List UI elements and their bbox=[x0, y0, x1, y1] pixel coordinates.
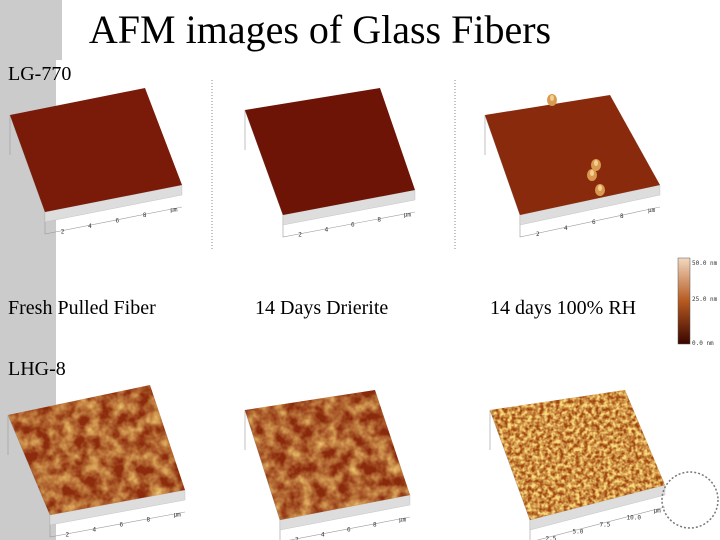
axis-tick-label: 6 bbox=[120, 522, 124, 529]
surface-side bbox=[49, 489, 186, 526]
axis-tick-label: 6 bbox=[347, 527, 351, 534]
axis-tick-label: 8 bbox=[147, 517, 151, 524]
axis-tick-label: 2 bbox=[61, 228, 65, 235]
axis-tick-label: 2 bbox=[295, 537, 299, 540]
color-scale-label: 25.0 nm bbox=[692, 296, 718, 303]
afm-image: 2 4 6 8 µm bbox=[7, 385, 186, 539]
axis-tick-label: 2 bbox=[536, 231, 540, 238]
surface bbox=[10, 88, 182, 212]
axis-tick-label: 4 bbox=[93, 527, 97, 534]
axis-tick-label: µm bbox=[399, 517, 407, 524]
axis-tick-label: 4 bbox=[325, 227, 329, 234]
axis-tick-label: 6 bbox=[592, 219, 596, 226]
axis-tick-label: 4 bbox=[88, 223, 92, 230]
axis-tick-label: 4 bbox=[321, 532, 325, 539]
surface-texture bbox=[8, 385, 185, 515]
axis-tick-label: 4 bbox=[564, 225, 568, 232]
axis-tick-label: 2 bbox=[66, 532, 70, 539]
axis-tick-label: 8 bbox=[143, 212, 147, 219]
surface-side bbox=[279, 494, 411, 531]
column-label: Fresh Pulled Fiber bbox=[8, 297, 156, 319]
axis-tick-label: 7.5 bbox=[600, 522, 611, 529]
axis-tick-label: µm bbox=[174, 512, 182, 519]
axis-tick-label: µm bbox=[648, 207, 656, 214]
surface-texture bbox=[245, 390, 410, 520]
axis-tick-label: 10.0 bbox=[627, 515, 642, 522]
surface bbox=[485, 95, 660, 215]
surface bbox=[245, 88, 415, 215]
afm-image: 2 4 6 8 µm bbox=[9, 88, 183, 235]
afm-image: 2 4 6 8 µm bbox=[244, 390, 411, 540]
surface-peak-highlight bbox=[598, 185, 602, 191]
axis-tick-label: 2 bbox=[298, 232, 302, 239]
row-label: LG-770 bbox=[8, 63, 71, 85]
row-label: LHG-8 bbox=[8, 358, 66, 380]
color-scale-label: 50.0 nm bbox=[692, 260, 718, 267]
color-scale-bar bbox=[677, 257, 691, 345]
axis-tick-label: µm bbox=[654, 508, 662, 515]
afm-image: 2.5 5.0 7.5 10.0 µm bbox=[489, 390, 666, 540]
axis-tick-label: µm bbox=[170, 207, 178, 214]
color-scale-label: 0.0 nm bbox=[692, 340, 714, 347]
surface-peak-highlight bbox=[594, 160, 598, 166]
axis-tick-label: 8 bbox=[377, 217, 381, 224]
afm-image: 2 4 6 8 µm bbox=[484, 95, 661, 238]
axis-tick-label: 2.5 bbox=[546, 536, 557, 540]
slide-title: AFM images of Glass Fibers bbox=[89, 7, 551, 52]
axis-tick-label: 6 bbox=[351, 222, 355, 229]
axis-tick-label: 6 bbox=[116, 218, 120, 225]
column-label: 14 days 100% RH bbox=[490, 297, 636, 319]
column-label: 14 Days Drierite bbox=[255, 297, 388, 319]
axis-tick-label: 8 bbox=[373, 522, 377, 529]
surface-texture bbox=[490, 390, 665, 520]
axis-tick-label: 8 bbox=[620, 213, 624, 220]
axis-tick-label: 5.0 bbox=[573, 529, 584, 536]
logo bbox=[661, 471, 719, 529]
surface-peak-highlight bbox=[590, 170, 594, 176]
afm-image: 2 4 6 8 µm bbox=[244, 88, 416, 239]
axis-tick-label: µm bbox=[404, 212, 412, 219]
surface-peak-highlight bbox=[550, 95, 554, 101]
